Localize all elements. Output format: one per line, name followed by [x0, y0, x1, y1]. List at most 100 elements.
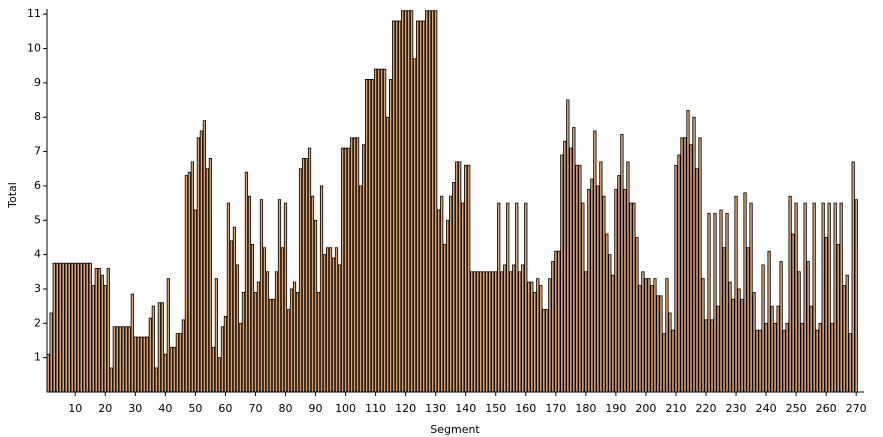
- x-tick-label: 60: [218, 402, 232, 415]
- bar: [73, 262, 77, 393]
- bar: [67, 262, 71, 393]
- bar: [809, 305, 813, 393]
- bar: [692, 116, 696, 393]
- bar: [283, 202, 288, 393]
- bar: [794, 202, 798, 393]
- bar: [298, 168, 303, 393]
- bar: [815, 329, 819, 393]
- bar: [301, 158, 306, 393]
- x-tick-label: 100: [335, 402, 356, 415]
- bar: [602, 195, 606, 393]
- bar: [650, 285, 654, 393]
- bar: [779, 261, 783, 393]
- bar: [824, 237, 828, 393]
- bar: [106, 267, 110, 393]
- bar: [416, 20, 420, 393]
- y-tick-label: 9: [34, 76, 41, 89]
- bar: [668, 312, 672, 393]
- bar: [581, 202, 585, 393]
- bar: [770, 305, 774, 393]
- bar: [518, 271, 522, 393]
- bar: [572, 127, 576, 393]
- bar: [352, 137, 357, 393]
- bar: [623, 188, 627, 393]
- bar: [196, 137, 200, 393]
- bar: [554, 250, 558, 393]
- bar: [734, 195, 738, 393]
- bar: [181, 319, 185, 393]
- bar: [791, 233, 795, 393]
- bar: [530, 281, 534, 393]
- bar: [199, 130, 203, 393]
- bar: [124, 326, 128, 393]
- bar: [364, 79, 369, 393]
- bar: [413, 58, 417, 393]
- bar: [374, 68, 378, 393]
- x-tick-label: 10: [68, 402, 82, 415]
- bar: [836, 243, 840, 393]
- bar: [806, 261, 810, 393]
- bar: [286, 309, 291, 393]
- x-tick-label: 80: [278, 402, 292, 415]
- bar: [235, 264, 240, 393]
- y-tick-label: 3: [34, 282, 41, 295]
- bar: [506, 202, 510, 393]
- bar: [545, 309, 549, 393]
- bar: [752, 291, 756, 393]
- bar: [698, 137, 702, 393]
- y-tick-label: 1: [34, 351, 41, 364]
- bar: [605, 233, 609, 393]
- bar: [458, 161, 462, 393]
- bar: [274, 271, 279, 393]
- bar: [818, 322, 822, 393]
- bar: [776, 305, 780, 393]
- bar: [331, 257, 336, 393]
- x-tick-label: 260: [816, 402, 837, 415]
- bar: [175, 333, 179, 393]
- bar: [620, 133, 624, 393]
- bar: [313, 219, 318, 393]
- bar: [361, 144, 366, 393]
- bar: [316, 291, 321, 393]
- bar: [58, 262, 62, 393]
- bar: [319, 185, 324, 393]
- bar: [587, 188, 591, 393]
- bar: [322, 254, 327, 393]
- bar: [476, 271, 480, 393]
- bar: [743, 192, 747, 393]
- bar: [178, 333, 182, 393]
- bar: [404, 10, 408, 393]
- bar: [746, 247, 750, 393]
- bar: [389, 79, 393, 393]
- bar: [127, 326, 131, 393]
- bar: [328, 247, 333, 393]
- bar: [398, 20, 402, 393]
- x-tick-label: 230: [726, 402, 747, 415]
- bar: [440, 195, 444, 393]
- bar: [599, 161, 603, 393]
- bar: [452, 182, 456, 393]
- bar: [118, 326, 122, 393]
- bar: [788, 195, 792, 393]
- bar: [268, 298, 273, 393]
- bar: [557, 250, 561, 393]
- bar: [205, 168, 209, 393]
- bar: [422, 20, 426, 393]
- bar: [130, 293, 134, 393]
- bar: [190, 161, 194, 393]
- bar: [758, 329, 762, 393]
- x-tick-label: 180: [575, 402, 596, 415]
- bar: [340, 147, 345, 393]
- x-tick-label: 200: [635, 402, 656, 415]
- bar: [349, 137, 354, 393]
- bar: [271, 298, 276, 393]
- bar: [677, 154, 681, 393]
- y-axis-label: Total: [6, 182, 19, 209]
- bar: [70, 262, 74, 393]
- bar: [295, 291, 300, 393]
- bar: [707, 212, 711, 393]
- bar: [91, 285, 95, 393]
- y-tick-label: 5: [34, 213, 41, 226]
- bar: [503, 264, 507, 393]
- bar: [136, 336, 140, 393]
